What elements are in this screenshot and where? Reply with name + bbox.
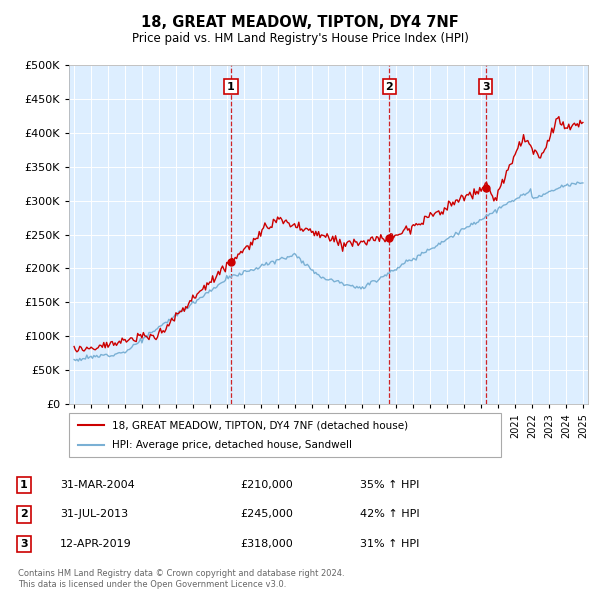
Text: 35% ↑ HPI: 35% ↑ HPI [360, 480, 419, 490]
Text: 42% ↑ HPI: 42% ↑ HPI [360, 510, 419, 519]
Text: 2: 2 [20, 510, 28, 519]
Text: £210,000: £210,000 [240, 480, 293, 490]
Text: HPI: Average price, detached house, Sandwell: HPI: Average price, detached house, Sand… [112, 440, 352, 450]
Text: 3: 3 [482, 81, 490, 91]
Text: 1: 1 [20, 480, 28, 490]
Text: 31% ↑ HPI: 31% ↑ HPI [360, 539, 419, 549]
Text: 31-MAR-2004: 31-MAR-2004 [60, 480, 135, 490]
Text: £245,000: £245,000 [240, 510, 293, 519]
Text: 1: 1 [227, 81, 235, 91]
Text: Contains HM Land Registry data © Crown copyright and database right 2024.: Contains HM Land Registry data © Crown c… [18, 569, 344, 578]
FancyBboxPatch shape [69, 413, 501, 457]
Text: 12-APR-2019: 12-APR-2019 [60, 539, 132, 549]
Text: £318,000: £318,000 [240, 539, 293, 549]
Text: 3: 3 [20, 539, 28, 549]
Text: 31-JUL-2013: 31-JUL-2013 [60, 510, 128, 519]
Text: 18, GREAT MEADOW, TIPTON, DY4 7NF (detached house): 18, GREAT MEADOW, TIPTON, DY4 7NF (detac… [112, 421, 409, 430]
Text: This data is licensed under the Open Government Licence v3.0.: This data is licensed under the Open Gov… [18, 579, 286, 589]
Text: 18, GREAT MEADOW, TIPTON, DY4 7NF: 18, GREAT MEADOW, TIPTON, DY4 7NF [141, 15, 459, 30]
Text: Price paid vs. HM Land Registry's House Price Index (HPI): Price paid vs. HM Land Registry's House … [131, 32, 469, 45]
Text: 2: 2 [385, 81, 393, 91]
